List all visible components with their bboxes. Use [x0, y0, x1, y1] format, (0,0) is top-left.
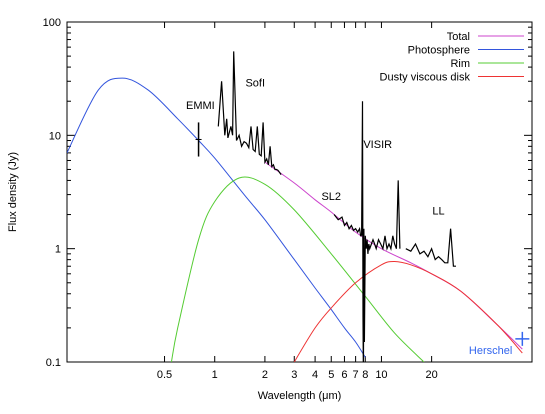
annotation-sofi: SofI: [245, 77, 265, 89]
spectrum-ll-line: [405, 228, 456, 267]
spectrum-visir-line: [361, 101, 401, 362]
series-rim-line: [170, 176, 425, 362]
series-dusty-viscous-disk-line: [293, 260, 523, 362]
annotation-sl2: SL2: [321, 191, 341, 203]
x-tick-label: 1: [212, 369, 218, 381]
x-tick-label: 20: [426, 369, 438, 381]
annotation-herschel: Herschel: [469, 345, 512, 357]
y-tick-label: 0.1: [46, 357, 61, 369]
model-curves: [67, 77, 523, 362]
annotation-visir: VISIR: [363, 139, 392, 151]
x-tick-label: 6: [341, 369, 347, 381]
series-photosphere-line: [67, 77, 366, 358]
annotation-ll: LL: [432, 206, 444, 218]
annotation-emmi: EMMI: [186, 100, 215, 112]
observed-spectra: [195, 51, 530, 362]
x-tick-label: 10: [375, 369, 387, 381]
legend-label-rim: Rim: [450, 58, 470, 70]
axes: 0.5 1 2 3 4 5 6 7 8 10 20 0.1 1 10 100: [43, 17, 533, 381]
y-tick-label: 10: [49, 130, 61, 142]
x-tick-label: 2: [262, 369, 268, 381]
x-tick-label: 7: [353, 369, 359, 381]
y-axis-label: Flux density (Jy): [7, 152, 19, 232]
legend-label-photosphere: Photosphere: [408, 45, 470, 57]
spectrum-sl2-line: [333, 214, 362, 237]
x-tick-label: 3: [291, 369, 297, 381]
plot-frame: [66, 21, 533, 363]
x-axis-label: Wavelength (μm): [258, 390, 342, 402]
legend-label-total: Total: [447, 31, 470, 43]
y-tick-label: 1: [55, 244, 61, 256]
x-tick-label: 8: [362, 369, 368, 381]
annotations: EMMI SofI SL2 VISIR LL Herschel: [186, 77, 512, 356]
x-tick-label: 0.5: [157, 369, 172, 381]
legend-label-dusty-viscous-disk: Dusty viscous disk: [380, 72, 471, 84]
x-tick-label: 5: [328, 369, 334, 381]
spectrum-sofi-line: [217, 51, 282, 175]
y-tick-label: 100: [43, 17, 61, 29]
series-total-line: [264, 161, 523, 350]
x-tick-label: 4: [312, 369, 318, 381]
